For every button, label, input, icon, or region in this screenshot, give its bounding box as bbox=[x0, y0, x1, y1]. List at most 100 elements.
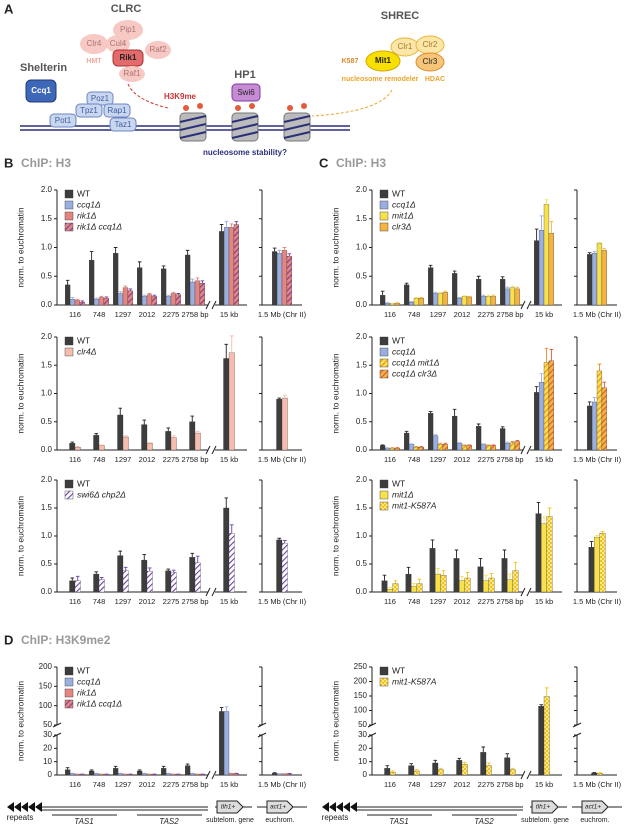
bar bbox=[380, 295, 386, 306]
error-bar bbox=[113, 247, 118, 254]
bar bbox=[413, 297, 420, 306]
bar bbox=[384, 448, 391, 451]
legend-swatch bbox=[64, 699, 74, 709]
x-tick-label: 748 bbox=[408, 310, 421, 319]
error-bar bbox=[118, 291, 123, 294]
y-tick-label: 10 bbox=[43, 757, 52, 766]
protein bbox=[80, 34, 108, 54]
error-bar bbox=[539, 373, 544, 383]
bar bbox=[223, 227, 230, 306]
bar bbox=[437, 293, 444, 306]
bar bbox=[548, 360, 554, 451]
bar bbox=[480, 444, 487, 451]
bar bbox=[587, 254, 593, 306]
error-bar bbox=[505, 441, 510, 444]
bar bbox=[504, 757, 511, 776]
bar bbox=[170, 293, 177, 306]
bar bbox=[591, 401, 598, 451]
label: Cul4 bbox=[110, 39, 127, 48]
gene bbox=[581, 800, 609, 814]
bar bbox=[459, 580, 465, 593]
y-axis-label: norm. to euchromatin bbox=[330, 207, 340, 288]
error-bar bbox=[491, 294, 496, 297]
error-bar bbox=[152, 294, 157, 297]
y-tick-label: 150 bbox=[39, 681, 53, 690]
error-bar bbox=[539, 215, 544, 231]
error-bar bbox=[491, 444, 496, 446]
label: Tpz1 bbox=[80, 106, 98, 115]
error-bar bbox=[272, 247, 277, 252]
map-label: euchrom. bbox=[265, 817, 294, 824]
x-tick-label: 116 bbox=[69, 455, 81, 464]
error-bar bbox=[99, 576, 104, 580]
x-tick-label: 1.5 Mb (Chr II) bbox=[573, 310, 622, 319]
error-bar bbox=[542, 516, 546, 524]
diagram: A Shelterin Ccq1 Poz1 Tpz1 Rap1 Pot1 Taz… bbox=[4, 1, 445, 157]
bar bbox=[141, 773, 148, 776]
error-bar bbox=[390, 447, 395, 449]
error-bar bbox=[385, 302, 390, 304]
error-bar bbox=[454, 549, 459, 559]
error-bar bbox=[390, 770, 395, 773]
error-bar bbox=[510, 285, 515, 288]
error-bar bbox=[467, 444, 472, 446]
y-tick-label: 250 bbox=[354, 662, 368, 671]
bar bbox=[534, 240, 540, 306]
bar bbox=[137, 770, 143, 776]
x-tick-label: 15 kb bbox=[535, 310, 553, 319]
y-axis-label: norm. to euchromatin bbox=[15, 496, 25, 577]
error-bar bbox=[70, 297, 75, 300]
error-bar bbox=[277, 249, 282, 254]
bar bbox=[69, 773, 76, 776]
bar bbox=[601, 387, 607, 451]
bar bbox=[219, 231, 225, 306]
repeat-arrow bbox=[350, 802, 357, 812]
bar bbox=[276, 398, 283, 451]
bar bbox=[286, 773, 292, 776]
label: Swi6 bbox=[237, 88, 255, 97]
error-bar bbox=[433, 291, 438, 294]
error-bar bbox=[70, 441, 75, 444]
bar bbox=[89, 259, 95, 306]
bar bbox=[452, 273, 458, 306]
map-label: TAS2 bbox=[474, 817, 494, 826]
legend-swatch bbox=[64, 347, 74, 357]
x-tick-label: 748 bbox=[408, 780, 421, 789]
bar bbox=[122, 570, 129, 593]
y-tick-label: 0.0 bbox=[41, 300, 53, 309]
legend-swatch bbox=[64, 677, 74, 687]
label: Raf1 bbox=[124, 69, 141, 78]
legend-label: WT bbox=[77, 188, 90, 198]
bar bbox=[596, 772, 603, 776]
legend-swatch bbox=[379, 490, 389, 500]
error-bar bbox=[481, 746, 486, 753]
error-bar bbox=[404, 282, 409, 285]
map-label: repeats bbox=[7, 813, 34, 822]
x-tick-label: 116 bbox=[384, 455, 396, 464]
legend-label: ccq1Δ bbox=[77, 199, 101, 209]
error-bar bbox=[224, 221, 229, 228]
bar bbox=[483, 580, 489, 593]
y-tick-label: 0.5 bbox=[356, 559, 368, 568]
x-tick-label: 2275 bbox=[478, 597, 495, 606]
bar bbox=[65, 769, 71, 776]
panel-title: ChIP: H3 bbox=[336, 156, 386, 170]
bar bbox=[413, 447, 420, 451]
error-bar bbox=[147, 442, 152, 444]
map-label: euchrom. bbox=[580, 817, 609, 824]
label: nucleosome remodeler bbox=[342, 76, 419, 83]
label: CLRC bbox=[111, 3, 142, 15]
repeat-arrow bbox=[329, 802, 336, 812]
legend-label: rik1Δ ccq1Δ bbox=[77, 221, 122, 231]
error-bar bbox=[600, 531, 605, 534]
bar bbox=[272, 251, 278, 306]
bar bbox=[534, 392, 540, 451]
repeat-arrow bbox=[35, 802, 42, 812]
bar bbox=[476, 426, 482, 451]
bar bbox=[543, 204, 550, 306]
error-bar bbox=[390, 302, 395, 304]
legend-swatch bbox=[379, 666, 389, 676]
bar bbox=[65, 284, 71, 306]
bar bbox=[428, 267, 434, 306]
bar bbox=[394, 448, 400, 451]
